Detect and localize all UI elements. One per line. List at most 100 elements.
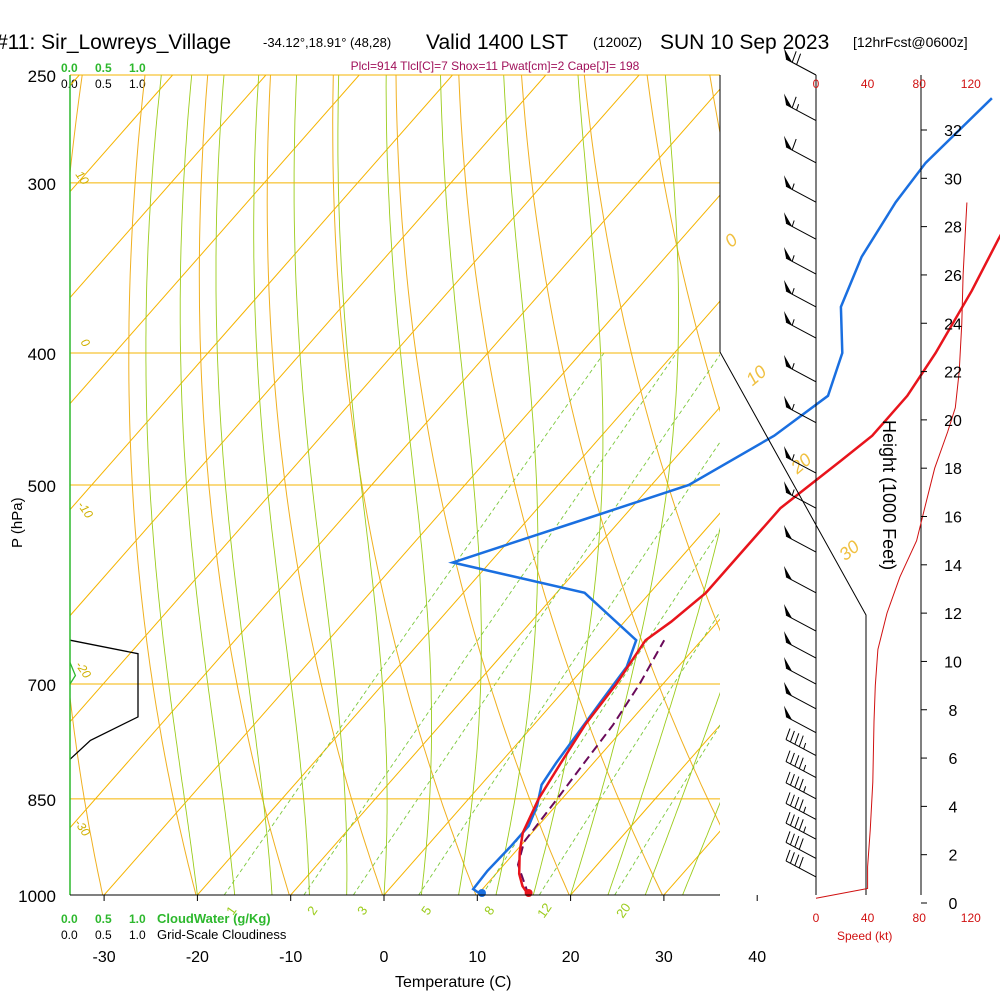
wind-barb-half-flag — [803, 786, 807, 793]
x-tick-30: 30 — [655, 949, 673, 966]
wind-barb — [784, 48, 817, 76]
wind-barb-flag — [798, 799, 804, 811]
station-title: #11: Sir_Lowreys_Village — [0, 31, 231, 54]
wind-barb-staff — [785, 185, 817, 203]
dry-adiabat-label: -10 — [75, 499, 97, 522]
moist-adiabat-line — [532, 75, 604, 895]
mixing-ratio-label: 5 — [418, 903, 434, 918]
isotherm-line — [570, 724, 720, 895]
wind-barb — [784, 565, 817, 594]
dry-adiabat-label: 0 — [78, 336, 93, 350]
wind-barb-staff — [785, 802, 817, 820]
mixing-ratio-line — [538, 611, 720, 895]
mixing-ratio-label: 3 — [354, 903, 370, 918]
cloudwater-label: CloudWater (g/Kg) — [157, 911, 271, 926]
wind-barb-pennant — [784, 657, 793, 672]
wind-barb-pennant — [784, 446, 793, 461]
temperature-line — [517, 233, 1000, 896]
mixing-ratio-label: 2 — [304, 903, 320, 918]
pressure-tick-700: 700 — [28, 676, 56, 695]
dry-adiabat-line — [128, 75, 197, 895]
wind-barb — [784, 395, 817, 424]
wind-barb-flag — [798, 819, 804, 831]
isotherm-line — [383, 512, 720, 895]
x-tick--10: -10 — [279, 949, 302, 966]
moist-adiabat-label: 30 — [835, 536, 863, 564]
speed-tick-bottom: 40 — [861, 911, 875, 925]
wind-barb-flag — [789, 730, 795, 743]
cloud-curves — [69, 639, 139, 760]
dry-adiabat-line — [266, 75, 384, 895]
moist-adiabat-line — [607, 527, 720, 895]
dry-adiabat-lines — [70, 75, 1000, 895]
wind-barb-staff — [785, 222, 817, 240]
wind-barb-flag — [785, 812, 791, 824]
pressure-tick-850: 850 — [28, 791, 56, 810]
moist-adiabat-line — [293, 75, 348, 895]
wind-barb-flag — [796, 53, 802, 65]
wind-barb — [784, 354, 817, 383]
cloudwater-tick-top: 1.0 — [129, 61, 146, 75]
wind-barb-staff — [785, 576, 817, 594]
wind-barb — [785, 849, 817, 878]
wind-barb-half-flag — [803, 764, 807, 772]
wind-barb — [784, 525, 817, 553]
wind-barb-flag — [794, 776, 800, 788]
wind-barb-pennant — [784, 681, 793, 697]
wind-barb-staff — [785, 614, 817, 632]
pressure-tick-1000: 1000 — [18, 887, 56, 906]
cloudwater-curve — [69, 662, 77, 685]
wind-barb-flag — [791, 51, 797, 63]
height-tick-2: 2 — [949, 848, 958, 865]
moist-adiabat-lines — [145, 75, 720, 895]
wind-barb-half-flag — [791, 183, 795, 190]
wind-barb-staff — [785, 860, 817, 878]
wind-barb-half-flag — [791, 363, 795, 370]
forecast-info: [12hrFcst@0600z] — [853, 34, 968, 50]
mixing-ratio-line — [614, 724, 720, 895]
wind-barb-half-flag — [803, 742, 807, 750]
moist-adiabat-line — [570, 75, 680, 895]
cloudiness-tick-top: 0.5 — [95, 77, 112, 91]
moist-adiabat-line — [495, 75, 539, 895]
wind-barb-pennant — [784, 48, 793, 63]
wind-barb-flag — [794, 755, 800, 767]
height-tick-30: 30 — [944, 171, 962, 188]
mixing-ratio-label: 12 — [534, 900, 555, 920]
wind-barb-staff — [785, 739, 817, 757]
cloudwater-tick-bottom: 0.0 — [61, 912, 78, 926]
height-tick-12: 12 — [944, 606, 962, 623]
speed-tick-top: 80 — [913, 77, 927, 91]
wind-barb-flag — [794, 835, 800, 848]
isotherm-line — [70, 75, 267, 299]
wind-barb-pennant — [784, 631, 793, 646]
dry-adiabat-line — [835, 75, 1000, 895]
cloudwater-tick-bottom: 0.5 — [95, 912, 112, 926]
x-tick-40: 40 — [748, 949, 766, 966]
wind-barb-flag — [785, 831, 791, 843]
moist-adiabat-line — [682, 801, 720, 895]
wind-barb — [785, 812, 817, 840]
dry-adiabat-line — [898, 75, 1000, 895]
wind-barb-flag — [785, 750, 791, 762]
wind-barb-flag — [798, 757, 804, 769]
height-tick-26: 26 — [944, 268, 962, 285]
isotherm-line — [70, 75, 360, 405]
wind-barb — [785, 792, 817, 820]
dry-adiabat-line — [198, 75, 290, 895]
wind-barb-flag — [798, 838, 804, 850]
moist-adiabat-label: 10 — [742, 361, 770, 389]
dry-adiabat-line — [332, 75, 477, 895]
wind-barb-staff — [785, 692, 817, 710]
dry-adiabat-line — [646, 75, 720, 413]
wind-barb-flag — [791, 96, 797, 108]
wind-barb-flag — [785, 849, 791, 862]
wind-barb-flag — [789, 794, 795, 806]
cloudwater-tick-top: 0.5 — [95, 61, 112, 75]
pressure-tick-250: 250 — [28, 67, 56, 86]
cloudiness-tick-bottom: 0.0 — [61, 928, 78, 942]
wind-barb-pennant — [784, 565, 793, 581]
